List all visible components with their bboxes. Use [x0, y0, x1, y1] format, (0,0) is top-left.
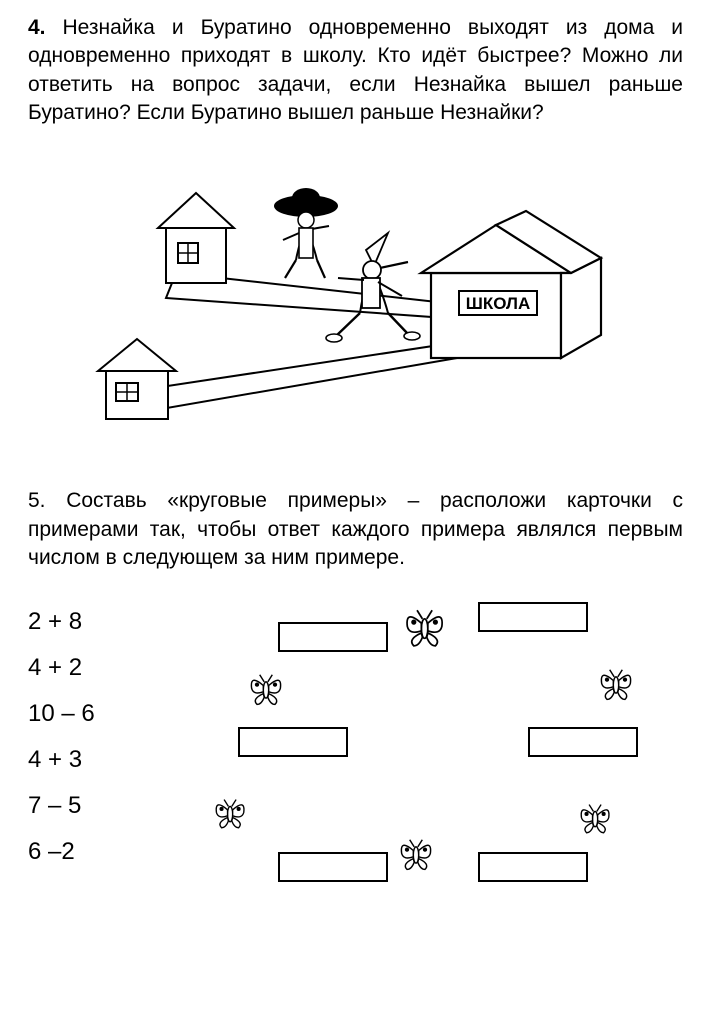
house-neznaika-icon	[158, 193, 234, 283]
problem-5-number: 5.	[28, 489, 46, 512]
answer-slot[interactable]	[278, 852, 388, 882]
expression-item: 6 –2	[28, 840, 178, 864]
answer-slot[interactable]	[478, 852, 588, 882]
expression-item: 4 + 2	[28, 656, 178, 680]
expression-item: 2 + 8	[28, 610, 178, 634]
illustration-svg: ШКОЛА	[76, 143, 636, 443]
butterfly-icon	[398, 837, 434, 873]
expression-item: 10 – 6	[28, 702, 178, 726]
butterfly-decoration	[578, 802, 612, 841]
problem-4-number: 4.	[28, 16, 46, 39]
answer-slot[interactable]	[278, 622, 388, 652]
answer-slot[interactable]	[478, 602, 588, 632]
problem-5-body: Составь «круговые примеры» – расположи к…	[28, 489, 683, 569]
butterfly-icon	[598, 667, 634, 703]
expression-list: 2 + 8 4 + 2 10 – 6 4 + 3 7 – 5 6 –2	[28, 602, 178, 886]
butterfly-icon	[248, 672, 284, 708]
butterfly-decoration	[598, 667, 634, 708]
answer-slot[interactable]	[528, 727, 638, 757]
answer-slot[interactable]	[238, 727, 348, 757]
butterfly-decoration	[248, 672, 284, 713]
neznaika-figure-icon	[274, 188, 338, 278]
problem-4-illustration: ШКОЛА	[28, 143, 683, 443]
school-building-icon: ШКОЛА	[421, 211, 601, 358]
butterfly-decoration	[398, 837, 434, 878]
butterfly-decoration	[403, 607, 446, 655]
school-label: ШКОЛА	[465, 294, 529, 313]
house-buratino-icon	[98, 339, 176, 419]
butterfly-icon	[403, 607, 446, 650]
circular-layout	[178, 602, 683, 892]
butterfly-icon	[213, 797, 247, 831]
expression-item: 7 – 5	[28, 794, 178, 818]
butterfly-decoration	[213, 797, 247, 836]
buratino-figure-icon	[326, 233, 420, 342]
problem-5-text: 5. Составь «круговые примеры» – располож…	[28, 487, 683, 572]
problem-4-text: 4. Незнайка и Буратино одновременно выхо…	[28, 14, 683, 127]
problem-5-workarea: 2 + 8 4 + 2 10 – 6 4 + 3 7 – 5 6 –2	[28, 602, 683, 892]
problem-4-body: Незнайка и Буратино одновременно выходят…	[28, 16, 683, 124]
expression-item: 4 + 3	[28, 748, 178, 772]
butterfly-icon	[578, 802, 612, 836]
